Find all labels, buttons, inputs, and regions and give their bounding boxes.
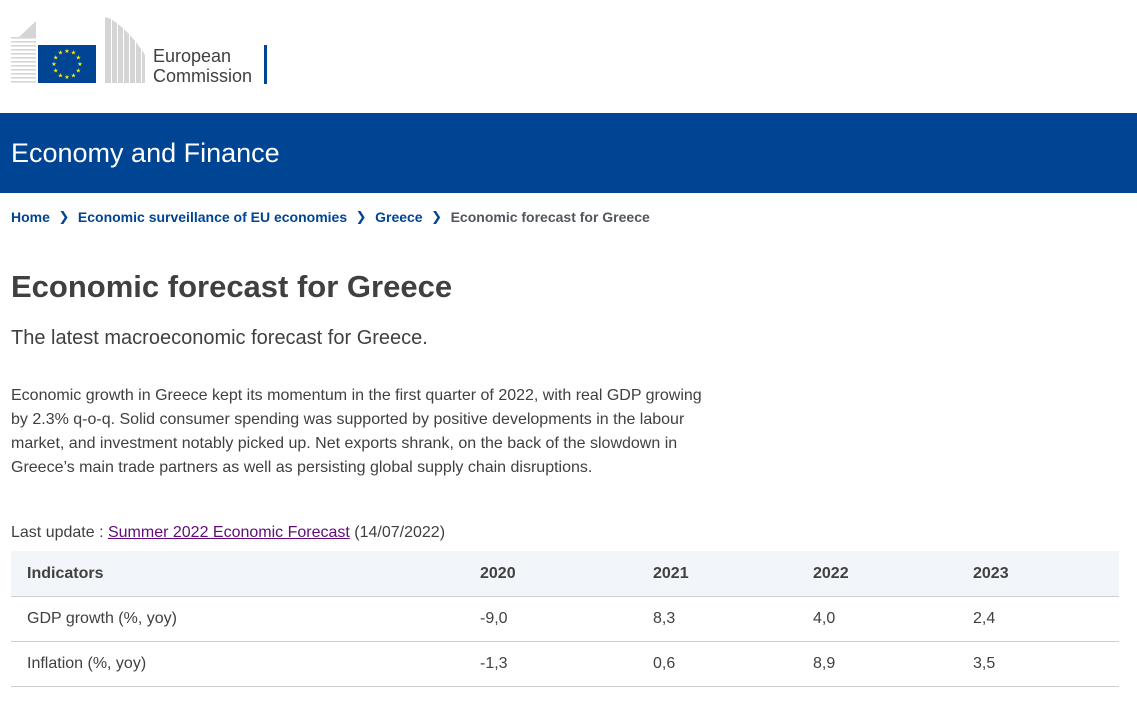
- svg-text:★: ★: [71, 50, 76, 57]
- svg-text:★: ★: [53, 68, 58, 75]
- column-header: 2023: [973, 551, 1119, 597]
- table-cell: 8,9: [813, 641, 973, 687]
- table-header-row: Indicators 2020 2021 2022 2023: [11, 551, 1119, 597]
- svg-text:★: ★: [58, 72, 63, 79]
- table-cell: 4,0: [813, 596, 973, 642]
- table-row: Inflation (%, yoy) -1,3 0,6 8,9 3,5: [11, 641, 1119, 687]
- logo-divider: [264, 45, 267, 84]
- forecast-link[interactable]: Summer 2022 Economic Forecast: [107, 524, 350, 541]
- main-content: Economic forecast for Greece The latest …: [0, 268, 1137, 687]
- svg-text:★: ★: [64, 74, 69, 81]
- svg-text:★: ★: [64, 48, 69, 55]
- breadcrumb-home[interactable]: Home: [11, 209, 50, 225]
- table-row: GDP growth (%, yoy) -9,0 8,3 4,0 2,4: [11, 596, 1119, 642]
- breadcrumb-greece[interactable]: Greece: [375, 209, 423, 225]
- chevron-right-icon: ❯: [431, 209, 443, 224]
- table-cell: -1,3: [480, 641, 653, 687]
- svg-text:★: ★: [76, 55, 81, 62]
- table-cell: 2,4: [973, 596, 1119, 642]
- site-banner: Economy and Finance: [0, 113, 1137, 193]
- column-header: 2020: [480, 551, 653, 597]
- table-cell: -9,0: [480, 596, 653, 642]
- european-commission-logo[interactable]: ★ ★ ★ ★ ★ ★ ★ ★ ★ ★ ★ ★: [11, 17, 271, 85]
- table-cell: 8,3: [653, 596, 813, 642]
- indicators-table: Indicators 2020 2021 2022 2023 GDP growt…: [11, 551, 1119, 687]
- table-cell: 3,5: [973, 641, 1119, 687]
- svg-text:★: ★: [77, 61, 82, 68]
- page-lead: The latest macroeconomic forecast for Gr…: [11, 327, 428, 349]
- logo-wordmark: European Commission: [153, 46, 252, 86]
- svg-text:★: ★: [51, 61, 56, 68]
- last-update: Last update : Summer 2022 Economic Forec…: [0, 521, 1137, 545]
- site-name[interactable]: Economy and Finance: [11, 137, 280, 168]
- table-cell: GDP growth (%, yoy): [11, 596, 480, 642]
- svg-text:★: ★: [71, 72, 76, 79]
- column-header: 2021: [653, 551, 813, 597]
- svg-text:★: ★: [53, 55, 58, 62]
- svg-text:★: ★: [58, 50, 63, 57]
- forecast-summary: Economic growth in Greece kept its momen…: [11, 387, 702, 476]
- chevron-right-icon: ❯: [58, 209, 70, 224]
- last-update-date: (14/07/2022): [354, 524, 446, 541]
- table-cell: Inflation (%, yoy): [11, 641, 480, 687]
- logo-line-1: European: [153, 46, 232, 66]
- site-header: ★ ★ ★ ★ ★ ★ ★ ★ ★ ★ ★ ★ European Commiss…: [0, 0, 1137, 113]
- column-header: Indicators: [11, 551, 480, 597]
- page-title: Economic forecast for Greece: [11, 269, 453, 304]
- breadcrumb-current: Economic forecast for Greece: [450, 209, 650, 225]
- chevron-right-icon: ❯: [355, 209, 367, 224]
- breadcrumb: Home ❯ Economic surveillance of EU econo…: [0, 193, 1137, 241]
- svg-text:★: ★: [76, 68, 81, 75]
- column-header: 2022: [813, 551, 973, 597]
- breadcrumb-economic-surveillance[interactable]: Economic surveillance of EU economies: [77, 209, 348, 225]
- table-cell: 0,6: [653, 641, 813, 687]
- last-update-label: Last update :: [11, 524, 104, 541]
- logo-line-2: Commission: [153, 66, 253, 86]
